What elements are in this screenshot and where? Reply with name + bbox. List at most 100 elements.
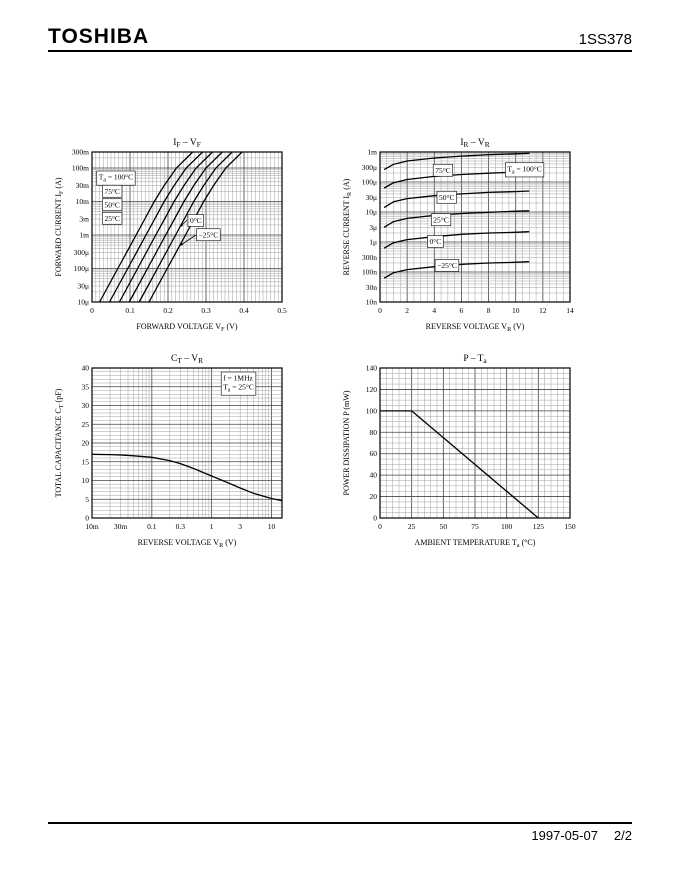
chart-ct-vr-canvas: 10m 30m 0.1 0.3 1 3 10 0 5 10 15 20 25 30 35 40 CT – VR R… (54, 354, 283, 549)
svg-text:50°C: 50°C (104, 200, 120, 209)
svg-text:POWER DISSIPATION P (mW): POWER DISSIPATION P (mW) (342, 390, 351, 495)
svg-text:0.3: 0.3 (176, 522, 186, 531)
svg-text:300n: 300n (362, 253, 377, 262)
svg-text:0: 0 (85, 514, 89, 523)
svg-text:Ta = 100°C: Ta = 100°C (507, 164, 541, 175)
footer: 1997-05-07 2/2 (531, 828, 632, 843)
footer-page-number: 2/2 (613, 828, 632, 843)
toshiba-logo: TOSHIBA (48, 25, 150, 48)
svg-text:IR – VR: IR – VR (460, 138, 489, 149)
svg-text:100μ: 100μ (74, 264, 89, 273)
svg-text:−25°C: −25°C (199, 230, 219, 239)
svg-text:50°C: 50°C (439, 193, 455, 202)
svg-text:1m: 1m (367, 148, 377, 157)
svg-text:0.3: 0.3 (201, 306, 211, 315)
svg-text:25: 25 (82, 420, 90, 429)
svg-text:3: 3 (238, 522, 242, 531)
svg-text:125: 125 (533, 522, 545, 531)
svg-text:100m: 100m (72, 163, 89, 172)
svg-text:35: 35 (82, 382, 90, 391)
chart-capacitance-vs-reverse-voltage: 10m 30m 0.1 0.3 1 3 10 0 5 10 15 20 25 30 35 40 CT – VR R… (52, 350, 297, 555)
svg-text:50: 50 (440, 522, 448, 531)
svg-text:0.2: 0.2 (163, 306, 173, 315)
svg-text:12: 12 (539, 306, 547, 315)
svg-text:0°C: 0°C (190, 216, 202, 225)
svg-text:10n: 10n (366, 298, 378, 307)
svg-text:100n: 100n (362, 268, 377, 277)
svg-text:140: 140 (366, 364, 378, 373)
footer-rule (48, 822, 632, 824)
svg-text:REVERSE VOLTAGE VR (V): REVERSE VOLTAGE VR (V) (426, 322, 525, 333)
footer-date: 1997-05-07 (531, 828, 598, 843)
svg-text:0: 0 (373, 514, 377, 523)
svg-text:0.1: 0.1 (147, 522, 157, 531)
svg-text:CT – VR: CT – VR (171, 354, 203, 365)
svg-text:6: 6 (460, 306, 464, 315)
svg-text:20: 20 (82, 439, 90, 448)
svg-text:100μ: 100μ (362, 178, 377, 187)
svg-text:5: 5 (85, 495, 89, 504)
svg-text:P – Ta: P – Ta (463, 354, 487, 365)
svg-text:3m: 3m (79, 215, 89, 224)
svg-text:100: 100 (501, 522, 513, 531)
svg-text:10m: 10m (85, 522, 99, 531)
svg-text:30μ: 30μ (365, 193, 377, 202)
svg-text:10: 10 (512, 306, 520, 315)
svg-text:10μ: 10μ (365, 208, 377, 217)
svg-text:3μ: 3μ (369, 223, 377, 232)
svg-text:15: 15 (82, 457, 90, 466)
svg-text:1m: 1m (79, 230, 89, 239)
chart-power-dissipation-vs-ambient-temperature: 0 25 50 75 100 125 150 0 20 40 60 80 100 120 140 P – Ta… (340, 350, 585, 555)
svg-text:100: 100 (366, 406, 378, 415)
svg-text:4: 4 (432, 306, 436, 315)
svg-text:30: 30 (82, 401, 90, 410)
svg-text:REVERSE CURRENT IR (A): REVERSE CURRENT IR (A) (342, 178, 353, 275)
chart-if-vf-canvas: 0 0.1 0.2 0.3 0.4 0.5 300m 100m 30m 10m 3m 1m 300μ 10… (54, 138, 287, 333)
header-rule (48, 50, 632, 52)
svg-text:150: 150 (564, 522, 576, 531)
svg-text:0.5: 0.5 (277, 306, 287, 315)
svg-text:300μ: 300μ (362, 163, 377, 172)
svg-text:1: 1 (210, 522, 214, 531)
svg-text:75°C: 75°C (104, 187, 120, 196)
svg-text:10m: 10m (76, 197, 90, 206)
svg-text:AMBIENT TEMPERATURE Ta (°C: AMBIENT TEMPERATURE Ta (°C) (415, 538, 536, 549)
svg-text:75°C: 75°C (435, 166, 451, 175)
svg-text:REVERSE VOLTAGE VR (V): REVERSE VOLTAGE VR (V) (138, 538, 237, 549)
svg-text:80: 80 (370, 428, 378, 437)
svg-text:f = 1MHz: f = 1MHz (223, 374, 253, 383)
svg-text:FORWARD CURRENT IF (A): FORWARD CURRENT IF (A) (54, 177, 65, 276)
svg-text:Ta = 100°C: Ta = 100°C (99, 173, 133, 184)
svg-text:0.1: 0.1 (125, 306, 135, 315)
svg-text:30μ: 30μ (77, 282, 89, 291)
svg-text:75: 75 (471, 522, 479, 531)
chart-p-ta-canvas: 0 25 50 75 100 125 150 0 20 40 60 80 100 120 140 P – Ta… (342, 354, 576, 549)
svg-text:14: 14 (566, 306, 574, 315)
svg-text:−25°C: −25°C (437, 261, 457, 270)
svg-text:300μ: 300μ (74, 248, 89, 257)
svg-text:25°C: 25°C (104, 214, 120, 223)
svg-text:10μ: 10μ (77, 298, 89, 307)
svg-text:60: 60 (370, 449, 378, 458)
svg-text:120: 120 (366, 385, 378, 394)
svg-text:Ta = 25°C: Ta = 25°C (223, 383, 254, 394)
svg-text:2: 2 (405, 306, 409, 315)
svg-text:30n: 30n (366, 283, 378, 292)
part-number: 1SS378 (578, 31, 632, 48)
svg-text:0: 0 (378, 306, 382, 315)
svg-text:30m: 30m (76, 181, 90, 190)
svg-text:20: 20 (370, 492, 378, 501)
chart-forward-current-vs-forward-voltage: 0 0.1 0.2 0.3 0.4 0.5 300m 100m 30m 10m 3m 1m 300μ 10… (52, 134, 297, 339)
svg-text:0: 0 (378, 522, 382, 531)
chart-ir-vr-canvas: 0 2 4 6 8 10 12 14 1m 300μ 100μ 30μ 10μ 3μ 1μ 300n 100n 3… (342, 138, 574, 333)
svg-text:40: 40 (370, 471, 378, 480)
svg-text:0.4: 0.4 (239, 306, 249, 315)
chart-reverse-current-vs-reverse-voltage: 0 2 4 6 8 10 12 14 1m 300μ 100μ 30μ 10μ 3μ 1μ 300n 100n 3… (340, 134, 585, 339)
svg-text:0°C: 0°C (430, 237, 442, 246)
svg-text:0: 0 (90, 306, 94, 315)
svg-text:10: 10 (268, 522, 276, 531)
svg-text:IF – VF: IF – VF (173, 138, 201, 149)
svg-text:8: 8 (487, 306, 491, 315)
svg-text:30m: 30m (114, 522, 128, 531)
